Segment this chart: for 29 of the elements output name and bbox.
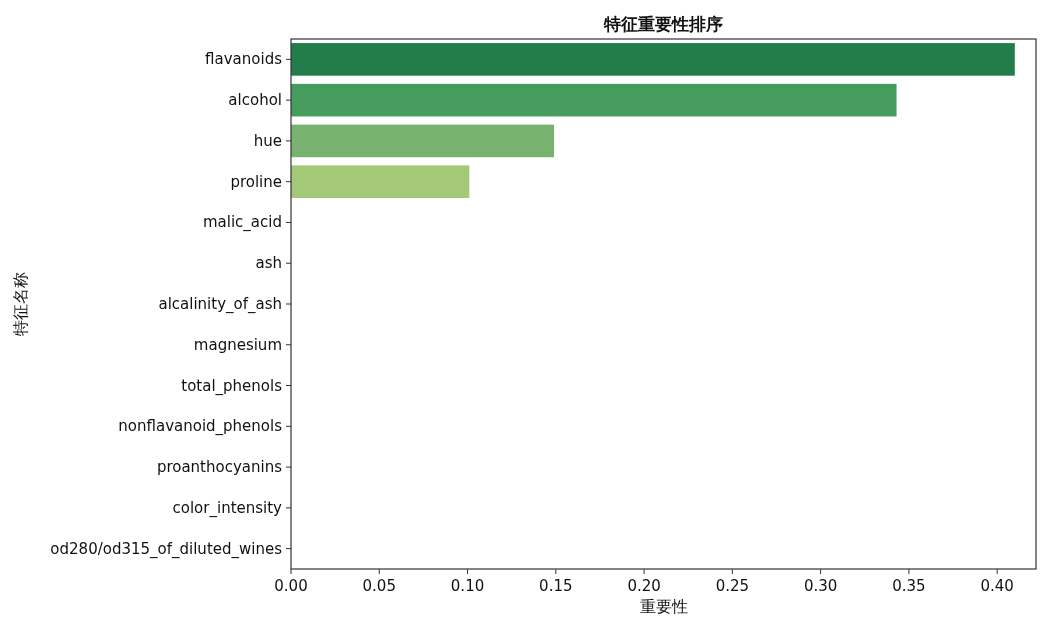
bar [291,43,1015,76]
bar [291,165,470,198]
y-tick-label: magnesium [193,335,282,354]
y-tick-label: ash [255,254,282,273]
x-axis-title: 重要性 [639,597,688,616]
x-tick-label: 0.30 [803,577,838,595]
y-tick-label: color_intensity [172,498,283,518]
bar [291,83,897,117]
y-tick-label: alcohol [228,91,282,110]
x-tick-label: 0.15 [539,577,573,595]
x-tick-label: 0.35 [892,577,926,595]
y-tick-label: proanthocyanins [156,458,283,477]
y-tick-label: total_phenols [181,376,283,396]
y-tick-label: nonflavanoid_phenols [118,417,283,437]
y-tick-label: flavanoids [205,50,283,69]
y-tick-label: hue [253,131,282,150]
x-tick-label: 0.10 [450,577,485,595]
x-tick-label: 0.25 [715,577,750,595]
x-tick-label: 0.20 [627,577,661,595]
x-tick-label: 0.05 [362,577,396,595]
x-tick-label: 0.40 [980,577,1014,595]
x-tick-label: 0.00 [274,577,308,595]
y-tick-label: proline [230,172,282,191]
y-tick-label: malic_acid [202,213,282,233]
y-axis-title: 特征名称 [11,272,30,336]
y-tick-label: alcalinity_of_ash [158,295,282,314]
y-tick-label: od280/od315_of_diluted_wines [50,539,283,559]
bar [291,124,555,158]
chart-title: 特征重要性排序 [603,14,723,34]
